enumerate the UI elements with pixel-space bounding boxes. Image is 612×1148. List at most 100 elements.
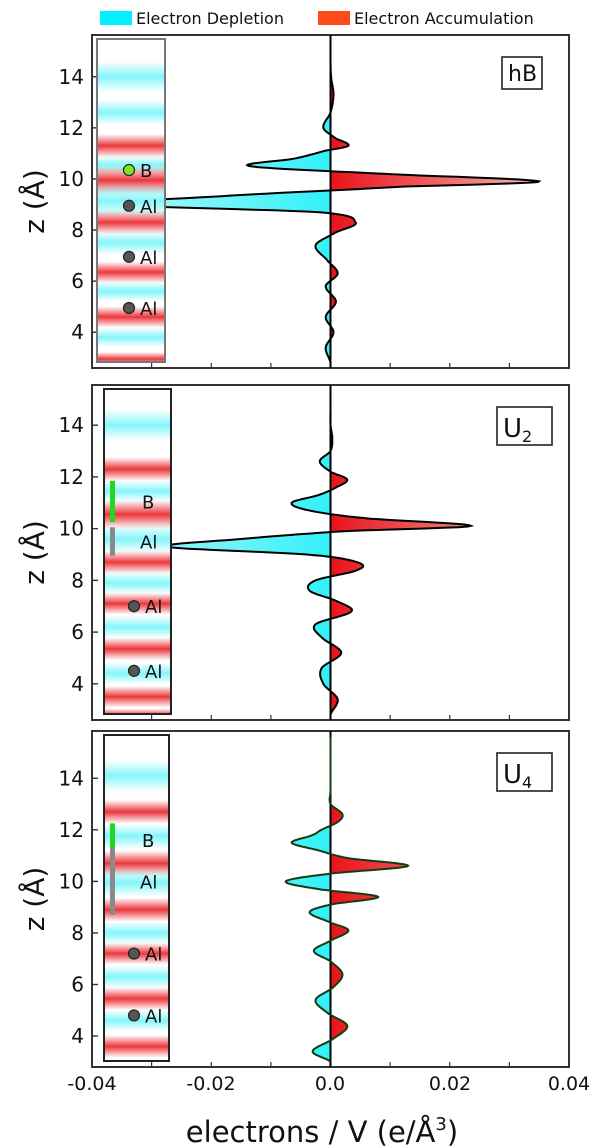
strip-band xyxy=(104,987,169,1011)
atom-Al-marker xyxy=(127,947,141,960)
legend: Electron Depletion Electron Accumulation xyxy=(100,9,534,28)
strip-band xyxy=(104,965,169,989)
y-tick-label: 12 xyxy=(59,818,84,842)
panel-label-subscript: 2 xyxy=(522,427,532,446)
atom-label: B xyxy=(140,161,152,182)
y-tick-label: 6 xyxy=(71,973,84,997)
strip-band xyxy=(104,480,171,502)
x-tick-label: -0.02 xyxy=(186,1073,235,1095)
x-axis: -0.04 -0.02 0.0 0.02 0.04 electrons / V … xyxy=(67,1073,590,1148)
y-axis-label: z (Å) xyxy=(17,867,51,932)
panel-label-box xyxy=(501,56,543,90)
strip-band xyxy=(97,261,165,283)
y-tick-label: 10 xyxy=(59,167,84,191)
depletion-area xyxy=(110,41,331,363)
panel-label: hB xyxy=(508,62,537,87)
strip-band xyxy=(104,550,171,574)
density-strip: B Al Al Al xyxy=(96,38,166,363)
y-tick-label: 8 xyxy=(71,568,84,592)
density-strip: B Al Al Al xyxy=(103,734,170,1062)
legend-label-accumulation: Electron Accumulation xyxy=(354,9,534,28)
panel-label: U2 xyxy=(503,414,532,446)
y-tick-label: 14 xyxy=(59,65,84,89)
x-tick-label: -0.04 xyxy=(67,1073,116,1095)
atom-label: Al xyxy=(145,1006,162,1027)
x-axis-label: electrons / V (e/Å3) xyxy=(186,1114,458,1148)
strip-band xyxy=(104,524,171,554)
strip-band xyxy=(104,799,169,824)
atom-label: Al xyxy=(140,533,157,554)
strip-band xyxy=(104,571,171,595)
strip-band xyxy=(97,281,165,302)
atom-Al-marker xyxy=(127,1009,141,1022)
strip-band xyxy=(104,685,171,708)
strip-band xyxy=(97,231,165,255)
strip-band xyxy=(104,637,171,661)
panel-label-main: hB xyxy=(508,62,537,87)
panel-label-main: U xyxy=(503,414,522,444)
x-tick-label: 0.02 xyxy=(429,1073,471,1095)
y-tick-label: 4 xyxy=(71,672,84,696)
atom-label: Al xyxy=(145,945,162,966)
strip-band xyxy=(97,327,165,347)
x-tick-label: 0.04 xyxy=(548,1073,590,1095)
charge-density-curve xyxy=(284,737,410,1063)
y-tick-label: 6 xyxy=(71,620,84,644)
y-tick-label: 10 xyxy=(59,869,84,893)
y-axis-label: z (Å) xyxy=(17,520,51,585)
strip-band xyxy=(97,61,165,93)
panel-label-box xyxy=(496,752,553,792)
strip-band xyxy=(104,897,169,922)
strip-band xyxy=(97,99,165,126)
strip-band xyxy=(104,457,171,482)
atom-Al-marker xyxy=(122,250,136,263)
atom-Al-marker xyxy=(122,199,136,212)
legend-swatch-depletion xyxy=(100,11,132,25)
strip-frame xyxy=(103,388,172,715)
y-tick-label: 14 xyxy=(59,413,84,437)
strip-band xyxy=(97,352,165,362)
panel-label-main: U xyxy=(503,760,522,790)
y-tick-label: 8 xyxy=(71,921,84,945)
legend-label-depletion: Electron Depletion xyxy=(136,9,284,28)
panels: 4 6 8 10 12 14 z (Å) B Al Al Al hB 4 6 8 10 12 14 z (Å) B Al… xyxy=(17,34,570,1068)
strip-band xyxy=(104,615,171,639)
strip-band xyxy=(104,500,171,529)
y-tick-label: 4 xyxy=(71,320,84,344)
atom-label: Al xyxy=(140,872,157,893)
atom-B-marker xyxy=(122,163,136,177)
atom-Al-marker xyxy=(122,301,136,315)
strip-band xyxy=(104,708,171,714)
atom-label: B xyxy=(142,831,154,852)
strip-band xyxy=(104,921,169,945)
atom-Al-bar xyxy=(110,527,115,556)
strip-band xyxy=(104,760,169,792)
y-tick-label: 12 xyxy=(59,116,84,140)
atom-label: Al xyxy=(140,197,157,218)
strip-frame xyxy=(103,734,170,1062)
charge-density-curve xyxy=(162,389,475,716)
atom-label: Al xyxy=(145,662,162,683)
strip-band xyxy=(97,210,165,235)
strip-frame xyxy=(96,38,166,363)
panel-label: U4 xyxy=(503,760,532,792)
atom-B-bar xyxy=(110,480,115,523)
legend-swatch-accumulation xyxy=(318,11,350,25)
atom-label: Al xyxy=(140,299,157,320)
y-tick-label: 6 xyxy=(71,269,84,293)
density-strip: B Al Al Al xyxy=(103,388,172,715)
panel-label-box xyxy=(496,406,553,446)
atom-Al-marker xyxy=(127,600,141,613)
depletion-area xyxy=(165,389,331,715)
y-axis-label: z (Å) xyxy=(17,169,51,234)
atom-Al-marker xyxy=(127,664,141,677)
y-tick-label: 14 xyxy=(59,766,84,790)
y-tick-label: 10 xyxy=(59,517,84,541)
strip-band xyxy=(97,133,165,158)
y-tick-label: 12 xyxy=(59,465,84,489)
strip-band xyxy=(104,1035,169,1058)
strip-band xyxy=(97,306,165,328)
chart-panel-U2: 4 6 8 10 12 14 z (Å) B Al Al Al U2 xyxy=(17,384,570,721)
